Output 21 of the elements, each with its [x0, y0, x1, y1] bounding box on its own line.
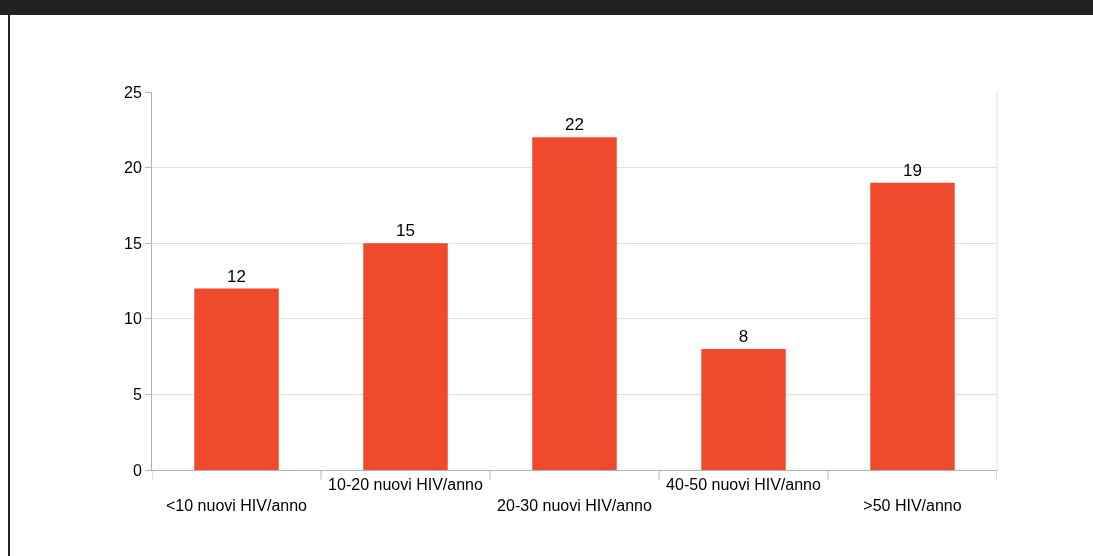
y-tick-label: 15	[124, 234, 142, 252]
y-tick-label: 10	[124, 310, 142, 328]
data-label: 19	[903, 160, 922, 180]
data-label: 12	[227, 266, 246, 286]
x-tick-label: >50 HIV/anno	[863, 497, 962, 514]
bar	[363, 243, 448, 470]
x-tick-label: <10 nuovi HIV/anno	[166, 497, 308, 514]
bar	[870, 182, 955, 470]
y-tick-label: 0	[132, 461, 142, 479]
y-tick-label: 20	[124, 159, 142, 177]
bar	[194, 288, 279, 470]
x-tick-label: 40-50 nuovi HIV/anno	[666, 476, 821, 494]
data-label: 8	[738, 327, 749, 347]
bar	[701, 349, 786, 470]
y-tick-label: 5	[132, 386, 142, 403]
x-tick-label: 10-20 nuovi HIV/anno	[328, 476, 483, 494]
data-label: 15	[396, 221, 415, 241]
x-tick-label: 20-30 nuovi HIV/anno	[497, 497, 652, 514]
data-label: 22	[565, 115, 584, 135]
y-tick-label: 25	[124, 83, 142, 101]
bar	[532, 137, 617, 470]
